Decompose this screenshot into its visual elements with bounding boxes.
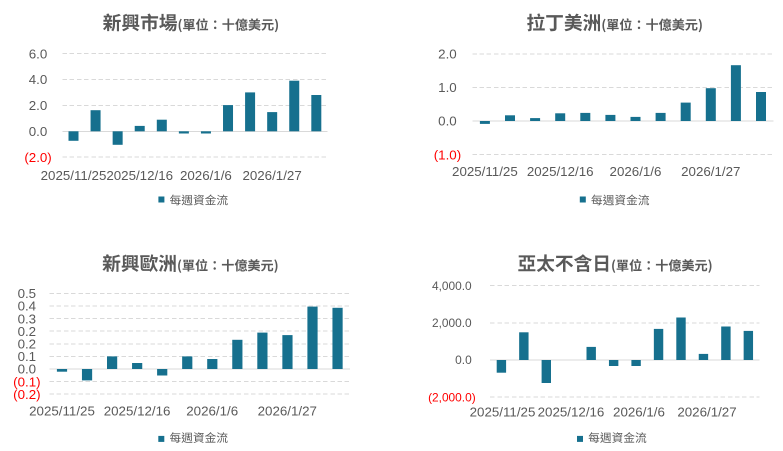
svg-text:(2.0): (2.0) [24,150,51,165]
svg-text:4,000.0: 4,000.0 [432,279,472,293]
svg-text:2026/1/6: 2026/1/6 [186,403,238,418]
svg-text:0.2: 0.2 [18,337,37,352]
svg-text:2026/1/27: 2026/1/27 [677,405,736,420]
svg-text:2.0: 2.0 [438,47,457,62]
svg-text:4.0: 4.0 [29,72,48,87]
svg-text:(0.2): (0.2) [13,387,40,402]
svg-text:0.0: 0.0 [18,362,37,377]
svg-text:2026/1/6: 2026/1/6 [610,164,662,179]
svg-text:0.1: 0.1 [18,349,37,364]
svg-text:2025/11/25: 2025/11/25 [470,405,536,420]
svg-text:0.0: 0.0 [438,114,457,129]
svg-text:2026/1/27: 2026/1/27 [258,403,317,418]
svg-text:6.0: 6.0 [29,46,48,61]
svg-text:0.0: 0.0 [29,124,48,139]
svg-text:2026/1/27: 2026/1/27 [681,164,740,179]
svg-text:2,000.0: 2,000.0 [432,316,472,330]
svg-text:2025/11/25: 2025/11/25 [452,164,518,179]
svg-text:2.0: 2.0 [29,98,48,113]
svg-text:2025/12/16: 2025/12/16 [538,405,605,420]
svg-text:2025/12/16: 2025/12/16 [106,168,173,183]
svg-text:2025/11/25: 2025/11/25 [29,403,95,418]
svg-text:(1.0): (1.0) [434,147,461,162]
svg-text:0.4: 0.4 [18,299,37,314]
svg-text:2026/1/6: 2026/1/6 [613,405,665,420]
svg-text:0.2: 0.2 [18,324,37,339]
svg-text:(0.1): (0.1) [13,374,40,389]
svg-text:0.0: 0.0 [455,353,472,367]
svg-text:2025/12/16: 2025/12/16 [104,403,171,418]
svg-text:(2,000.0): (2,000.0) [428,390,476,404]
svg-text:2025/11/25: 2025/11/25 [41,168,107,183]
svg-text:2025/12/16: 2025/12/16 [527,164,594,179]
svg-text:2026/1/6: 2026/1/6 [180,168,232,183]
svg-text:2026/1/27: 2026/1/27 [242,168,301,183]
svg-text:0.5: 0.5 [18,286,37,301]
svg-text:1.0: 1.0 [438,80,457,95]
svg-text:0.3: 0.3 [18,311,37,326]
